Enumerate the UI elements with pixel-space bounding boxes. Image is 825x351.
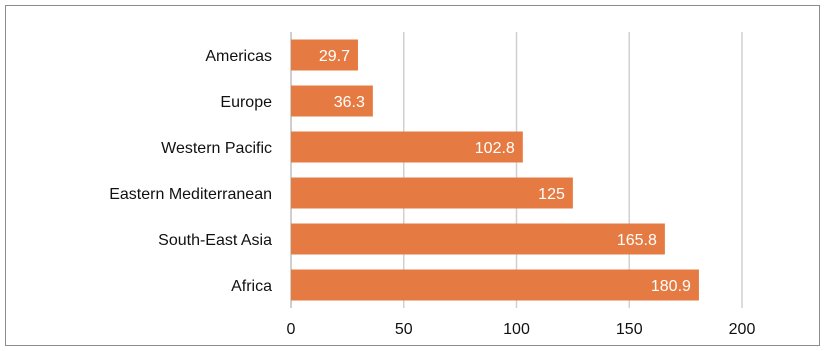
bar-value-label-1: 36.3 bbox=[334, 94, 365, 111]
bar-1 bbox=[291, 85, 373, 117]
bar-3 bbox=[291, 177, 573, 209]
category-label-5: Africa bbox=[231, 278, 272, 295]
bar-value-label-5: 180.9 bbox=[651, 278, 691, 295]
x-tick-label-1: 50 bbox=[395, 321, 413, 338]
bar-4 bbox=[291, 223, 665, 255]
bar-5 bbox=[291, 269, 699, 301]
bar-value-label-3: 125 bbox=[538, 186, 565, 203]
category-label-1: Europe bbox=[220, 94, 272, 111]
category-label-3: Eastern Mediterranean bbox=[109, 186, 272, 203]
category-label-4: South-East Asia bbox=[158, 232, 272, 249]
category-label-2: Western Pacific bbox=[161, 140, 272, 157]
bar-value-label-4: 165.8 bbox=[617, 232, 657, 249]
bar-value-label-0: 29.7 bbox=[319, 48, 350, 65]
x-tick-label-4: 200 bbox=[729, 321, 756, 338]
bar-2 bbox=[291, 131, 523, 163]
category-label-0: Americas bbox=[205, 48, 272, 65]
x-tick-label-0: 0 bbox=[287, 321, 296, 338]
x-tick-label-2: 100 bbox=[503, 321, 530, 338]
bar-0 bbox=[291, 39, 358, 71]
bar-value-label-2: 102.8 bbox=[475, 140, 515, 157]
x-tick-label-3: 150 bbox=[616, 321, 643, 338]
